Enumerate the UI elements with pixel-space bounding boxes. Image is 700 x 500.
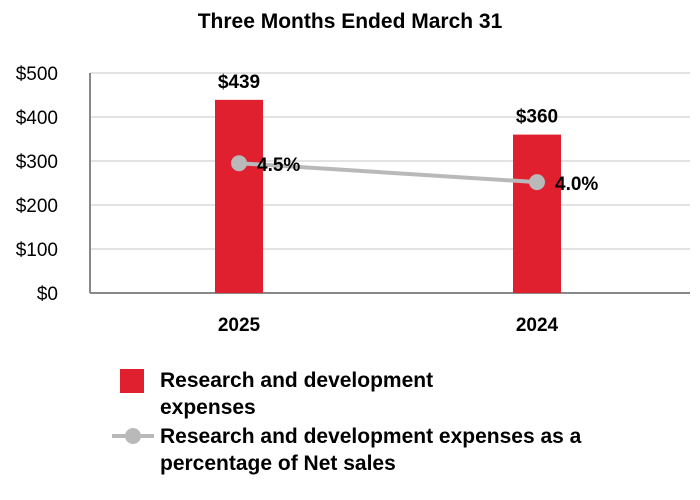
line-point bbox=[231, 155, 247, 172]
y-tick-label: $100 bbox=[16, 240, 58, 261]
line-value-label: 4.0% bbox=[555, 174, 598, 195]
legend-item-bar: Research and development expenses bbox=[118, 367, 500, 421]
legend-line-label: Research and development expenses as a p… bbox=[160, 425, 582, 475]
bar-value-label: $439 bbox=[218, 72, 260, 93]
y-tick-label: $400 bbox=[16, 108, 58, 129]
legend-bar-label: Research and development expenses bbox=[160, 369, 434, 419]
legend-bar-swatch bbox=[120, 369, 144, 393]
x-tick-label: 2025 bbox=[218, 315, 261, 336]
y-tick-label: $0 bbox=[37, 284, 58, 305]
line-point bbox=[529, 174, 545, 191]
y-tick-label: $500 bbox=[16, 64, 58, 85]
legend-line-swatch bbox=[112, 428, 154, 444]
x-tick-label: 2024 bbox=[516, 315, 559, 336]
y-tick-label: $300 bbox=[16, 152, 58, 173]
plot-area: $0 $100 $200 $300 $400 $500 $439 $360 2025 2024 4.… bbox=[16, 64, 690, 336]
legend: Research and development expenses Resear… bbox=[112, 367, 620, 477]
chart-title: Three Months Ended March 31 bbox=[197, 10, 503, 33]
bar bbox=[513, 134, 561, 293]
line-value-label: 4.5% bbox=[257, 155, 300, 176]
legend-item-line: Research and development expenses as a p… bbox=[112, 423, 620, 477]
bar-value-label: $360 bbox=[516, 107, 558, 128]
line-series bbox=[238, 161, 538, 185]
bar bbox=[215, 99, 263, 293]
y-tick-label: $200 bbox=[16, 196, 58, 217]
legend-line-marker bbox=[125, 428, 141, 444]
